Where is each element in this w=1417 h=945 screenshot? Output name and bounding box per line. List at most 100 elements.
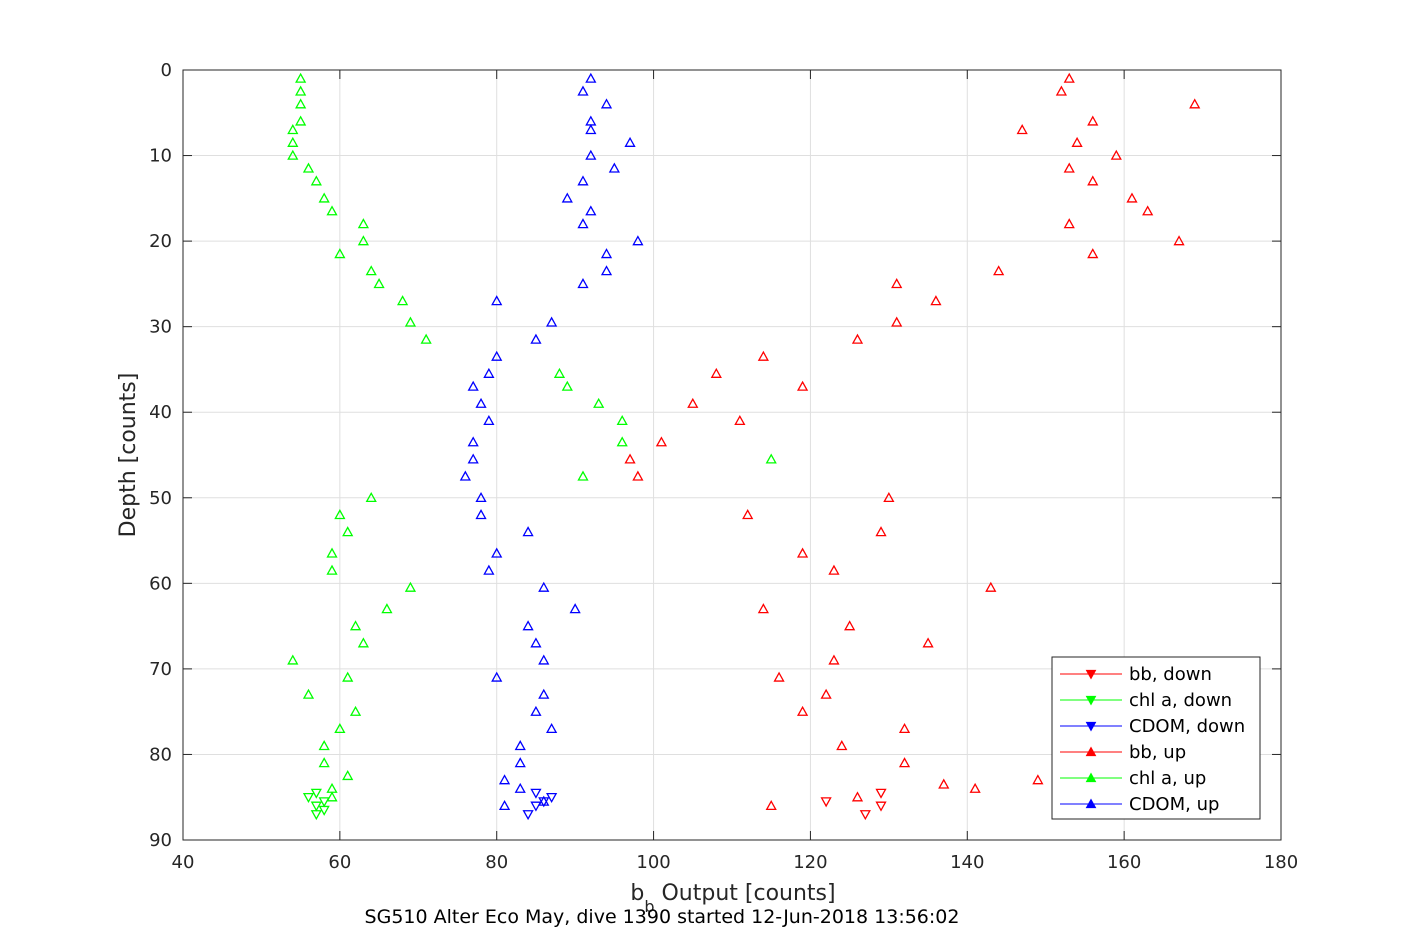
series-bb-up xyxy=(624,72,1201,811)
data-point xyxy=(844,620,856,631)
data-point xyxy=(475,491,487,503)
data-point xyxy=(491,295,503,306)
data-point xyxy=(820,797,832,808)
data-point xyxy=(404,581,417,592)
data-point xyxy=(295,85,307,96)
data-point xyxy=(538,581,550,592)
data-point xyxy=(655,436,668,447)
data-point xyxy=(585,149,597,160)
data-point xyxy=(577,470,589,481)
data-point xyxy=(467,453,479,464)
data-point xyxy=(1063,218,1075,229)
x-tick-label: 180 xyxy=(1264,852,1298,873)
y-tick-label: 80 xyxy=(149,744,172,765)
data-point xyxy=(1063,72,1075,83)
legend-marker xyxy=(1085,695,1097,706)
series-cdom-up xyxy=(459,72,644,811)
data-point xyxy=(577,85,589,96)
data-point xyxy=(491,547,503,558)
data-point xyxy=(922,637,934,648)
data-point xyxy=(318,192,330,203)
data-point xyxy=(475,509,487,520)
data-point xyxy=(295,72,307,83)
data-point xyxy=(459,470,471,481)
data-point xyxy=(875,801,887,812)
data-point xyxy=(498,799,511,811)
series-chl-a-down xyxy=(302,788,330,821)
data-point xyxy=(585,115,597,126)
data-point xyxy=(295,115,307,126)
data-point xyxy=(1142,205,1154,216)
data-point xyxy=(624,453,636,464)
data-point xyxy=(820,688,832,699)
chart-caption: SG510 Alter Eco May, dive 1390 started 1… xyxy=(365,906,960,928)
data-point xyxy=(836,740,848,751)
x-axis-label-rest: Output [counts] xyxy=(655,881,836,906)
data-point xyxy=(898,722,911,734)
data-series xyxy=(287,72,1201,821)
data-point xyxy=(326,791,338,802)
data-point xyxy=(546,792,558,804)
data-point xyxy=(365,265,377,276)
data-point xyxy=(742,509,754,520)
x-axis-label: bb Output [counts] xyxy=(630,881,835,916)
data-point xyxy=(349,620,362,631)
legend-label: chl a, down xyxy=(1129,690,1232,711)
data-point xyxy=(632,235,644,246)
axis-ticks: 40 60 80 100 120 140 160 180 0 10 20 30 40 50 60 70 80 90 xyxy=(149,60,1298,873)
data-point xyxy=(561,380,573,391)
data-point xyxy=(585,124,597,135)
data-point xyxy=(985,581,997,592)
data-point xyxy=(1087,248,1099,259)
data-point xyxy=(310,801,322,812)
data-point xyxy=(467,436,479,447)
data-point xyxy=(577,278,589,289)
data-point xyxy=(546,722,558,734)
data-point xyxy=(569,603,581,614)
legend-items: bb, down chl a, down CDOM, down bb, up chl a… xyxy=(1060,664,1245,815)
data-point xyxy=(530,637,542,648)
data-point xyxy=(373,278,385,289)
data-point xyxy=(561,192,573,203)
x-tick-label: 140 xyxy=(950,852,984,873)
data-point xyxy=(859,810,871,821)
data-point xyxy=(883,491,895,503)
data-point xyxy=(1173,235,1185,246)
y-tick-label: 30 xyxy=(149,317,172,338)
series-chl-a-up xyxy=(287,72,777,802)
data-point xyxy=(851,333,864,344)
data-point xyxy=(302,688,315,699)
data-point xyxy=(796,547,809,558)
data-point xyxy=(483,414,495,426)
data-point xyxy=(600,98,613,109)
data-point xyxy=(530,333,542,344)
data-point xyxy=(349,705,362,716)
data-point xyxy=(318,797,330,808)
data-point xyxy=(334,248,346,259)
data-point xyxy=(326,564,338,575)
data-point xyxy=(538,795,550,806)
data-point xyxy=(514,782,526,793)
legend-label: CDOM, up xyxy=(1129,794,1219,815)
legend: bb, down chl a, down CDOM, down bb, up chl a… xyxy=(1051,656,1261,820)
data-point xyxy=(483,564,495,575)
data-point xyxy=(483,367,495,378)
data-point xyxy=(608,162,620,173)
data-point xyxy=(969,782,981,793)
data-point xyxy=(938,778,950,789)
data-point xyxy=(342,769,354,781)
data-point xyxy=(930,295,942,306)
data-point xyxy=(796,705,809,716)
data-point xyxy=(1063,162,1075,173)
data-point xyxy=(1087,175,1099,186)
data-point xyxy=(875,526,887,537)
data-point xyxy=(577,218,589,229)
data-point xyxy=(287,149,299,160)
data-point xyxy=(600,248,613,259)
data-point xyxy=(287,124,299,135)
y-tick-label: 50 xyxy=(149,488,172,509)
data-point xyxy=(546,316,558,327)
data-point xyxy=(757,603,769,614)
data-point xyxy=(875,788,887,799)
